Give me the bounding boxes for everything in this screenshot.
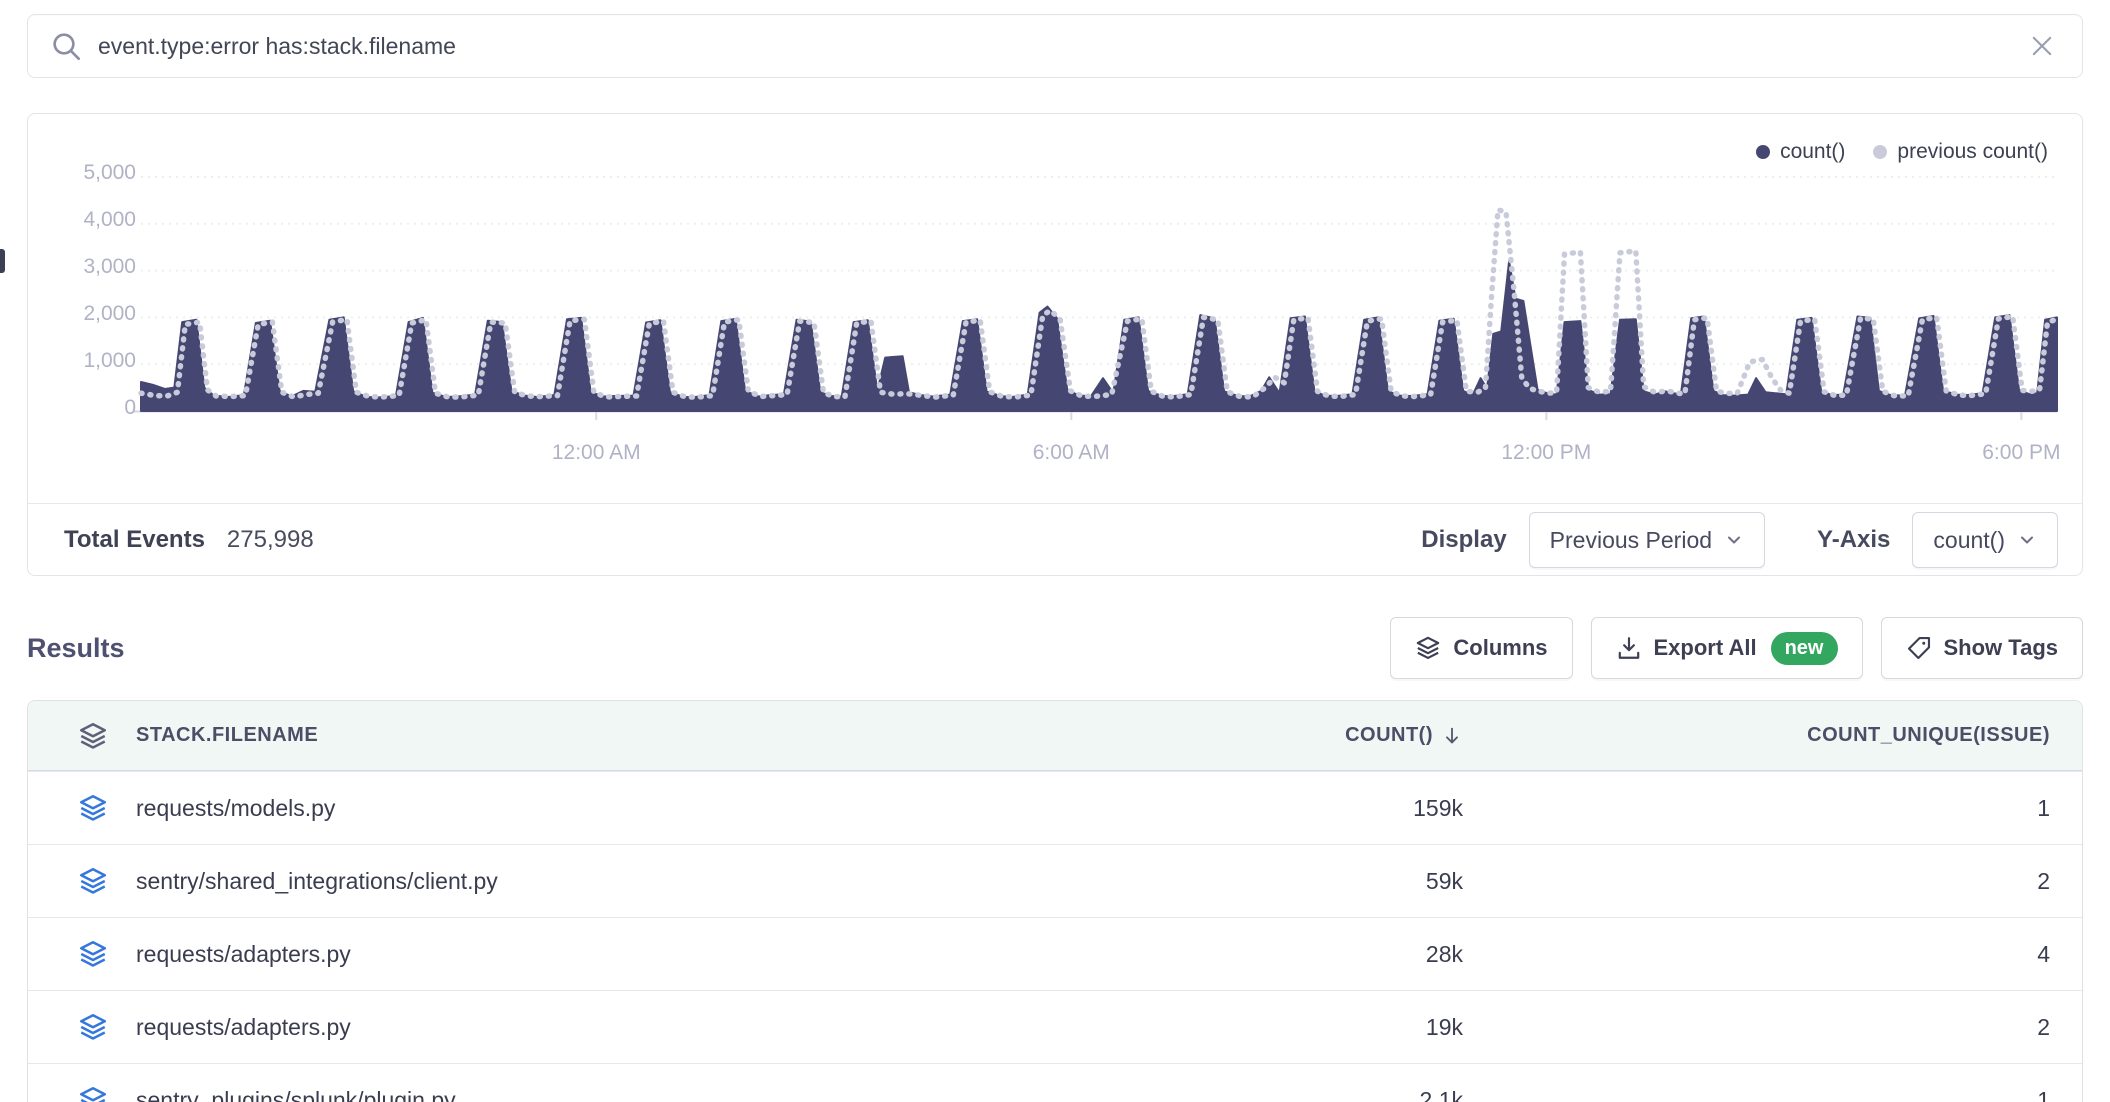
- table-row[interactable]: requests/models.py 159k 1: [28, 771, 2082, 844]
- y-tick-3000: 3,000: [83, 255, 136, 278]
- stack-filename-cell[interactable]: sentry/shared_integrations/client.py: [28, 866, 1163, 896]
- sort-descending-arrow-icon: [1441, 725, 1463, 747]
- stack-filename-header-label: STACK.FILENAME: [136, 724, 319, 746]
- count-unique-value: 2: [2037, 867, 2050, 894]
- legend-item-previous-count[interactable]: previous count(): [1873, 140, 2048, 164]
- table-header-row: STACK.FILENAME COUNT() COUNT_UNIQUE(ISSU…: [28, 701, 2082, 771]
- count-unique-value: 1: [2037, 794, 2050, 821]
- layers-icon[interactable]: [78, 1085, 108, 1102]
- count-value: 59k: [1425, 867, 1463, 894]
- count-value: 159k: [1413, 794, 1463, 821]
- stack-filename-cell[interactable]: sentry_plugins/splunk/plugin.py: [28, 1085, 1163, 1102]
- new-badge: new: [1770, 631, 1838, 665]
- y-axis-dropdown[interactable]: count(): [1912, 512, 2058, 568]
- x-tick-6pm: 6:00 PM: [1982, 441, 2061, 464]
- left-scroll-marker: [0, 249, 5, 273]
- tag-icon: [1906, 635, 1932, 661]
- filename-text: requests/models.py: [136, 794, 336, 821]
- count-legend-label: count(): [1780, 140, 1846, 163]
- y-tick-1000: 1,000: [83, 349, 136, 372]
- y-tick-2000: 2,000: [83, 302, 136, 325]
- total-events-label: Total Events: [64, 526, 205, 553]
- clear-search-icon[interactable]: [2028, 32, 2056, 60]
- chart-legend: count() previous count(): [1756, 140, 2048, 164]
- count-legend-dot-icon: [1756, 145, 1771, 159]
- layers-icon[interactable]: [78, 939, 108, 969]
- count-value: 28k: [1425, 940, 1463, 967]
- table-row[interactable]: requests/adapters.py 19k 2: [28, 990, 2082, 1063]
- layers-icon[interactable]: [78, 1012, 108, 1042]
- y-tick-0: 0: [124, 396, 136, 419]
- column-header-count[interactable]: COUNT(): [1163, 724, 1463, 747]
- y-axis-dropdown-value: count(): [1933, 526, 2005, 553]
- count-value: 2.1k: [1419, 1086, 1463, 1102]
- previous-count-legend-label: previous count(): [1897, 140, 2048, 163]
- stack-filename-cell[interactable]: requests/adapters.py: [28, 1012, 1163, 1042]
- results-table: STACK.FILENAME COUNT() COUNT_UNIQUE(ISSU…: [27, 700, 2083, 1102]
- chevron-down-icon: [1724, 530, 1744, 550]
- count-header-label: COUNT(): [1345, 724, 1433, 746]
- stack-filename-cell[interactable]: requests/adapters.py: [28, 939, 1163, 969]
- search-icon: [50, 30, 82, 62]
- stack-filename-cell[interactable]: requests/models.py: [28, 793, 1163, 823]
- results-header: Results Columns: [27, 617, 2083, 679]
- x-tick-6am: 6:00 AM: [1032, 441, 1110, 464]
- show-tags-button[interactable]: Show Tags: [1880, 617, 2083, 679]
- legend-item-count[interactable]: count(): [1756, 140, 1845, 164]
- table-row[interactable]: requests/adapters.py 28k 4: [28, 917, 2082, 990]
- chart-footer-divider: [28, 503, 2082, 504]
- count-unique-value: 1: [2037, 1086, 2050, 1102]
- y-axis-label: Y-Axis: [1817, 526, 1891, 553]
- display-label: Display: [1421, 526, 1507, 553]
- count-unique-header-label: COUNT_UNIQUE(ISSUE): [1807, 724, 2050, 746]
- show-tags-button-label: Show Tags: [1943, 635, 2059, 660]
- column-header-count-unique[interactable]: COUNT_UNIQUE(ISSUE): [1463, 724, 2082, 747]
- count-unique-value: 4: [2037, 940, 2050, 967]
- filename-text: sentry_plugins/splunk/plugin.py: [136, 1086, 456, 1102]
- chart-footer: Total Events 275,998 Display Previous Pe…: [28, 504, 2082, 576]
- export-all-button[interactable]: Export All new: [1590, 617, 1863, 679]
- display-dropdown-value: Previous Period: [1549, 526, 1713, 553]
- layers-icon[interactable]: [78, 866, 108, 896]
- events-chart-panel: 5,000 4,000 3,000 2,000 1,000 0 12:00 AM…: [27, 113, 2083, 576]
- download-icon: [1616, 635, 1642, 661]
- events-area-chart: [133, 176, 2060, 420]
- export-all-button-label: Export All: [1653, 635, 1757, 660]
- filename-text: requests/adapters.py: [136, 940, 351, 967]
- filename-text: requests/adapters.py: [136, 1013, 351, 1040]
- total-events-value: 275,998: [226, 526, 314, 553]
- columns-button-label: Columns: [1453, 635, 1548, 660]
- search-input[interactable]: [98, 32, 2028, 60]
- search-bar: [27, 14, 2083, 78]
- y-tick-5000: 5,000: [83, 161, 136, 184]
- table-row[interactable]: sentry_plugins/splunk/plugin.py 2.1k 1: [28, 1063, 2082, 1102]
- display-dropdown[interactable]: Previous Period: [1528, 512, 1766, 568]
- y-tick-4000: 4,000: [83, 208, 136, 231]
- column-header-stack-filename[interactable]: STACK.FILENAME: [28, 721, 1163, 751]
- x-tick-12am: 12:00 AM: [551, 441, 641, 464]
- results-title: Results: [27, 632, 125, 663]
- layers-icon[interactable]: [78, 721, 108, 751]
- previous-count-legend-dot-icon: [1873, 145, 1888, 159]
- table-row[interactable]: sentry/shared_integrations/client.py 59k…: [28, 844, 2082, 917]
- count-unique-value: 2: [2037, 1013, 2050, 1040]
- filename-text: sentry/shared_integrations/client.py: [136, 867, 498, 894]
- chevron-down-icon: [2017, 530, 2037, 550]
- x-tick-12pm: 12:00 PM: [1501, 441, 1592, 464]
- layers-icon[interactable]: [78, 793, 108, 823]
- columns-button[interactable]: Columns: [1390, 617, 1573, 679]
- count-value: 19k: [1425, 1013, 1463, 1040]
- layers-icon: [1415, 635, 1441, 661]
